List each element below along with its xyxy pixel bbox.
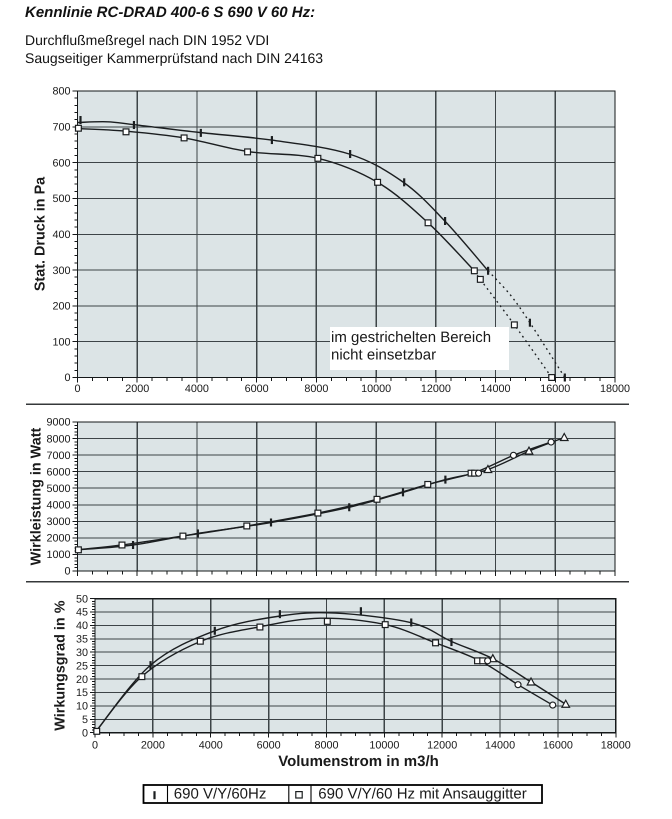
svg-text:40: 40	[76, 620, 88, 632]
svg-text:10: 10	[76, 701, 88, 713]
svg-text:Volumenstrom in m3/h: Volumenstrom in m3/h	[278, 753, 439, 770]
svg-text:600: 600	[52, 157, 70, 169]
svg-text:12000: 12000	[427, 740, 457, 752]
svg-text:6000: 6000	[257, 740, 281, 752]
svg-text:500: 500	[52, 193, 70, 205]
svg-text:800: 800	[52, 86, 70, 98]
svg-text:nicht einsetzbar: nicht einsetzbar	[331, 347, 436, 364]
svg-text:7000: 7000	[46, 450, 70, 462]
svg-text:18000: 18000	[601, 740, 631, 752]
svg-text:0: 0	[64, 566, 70, 578]
svg-text:0: 0	[92, 740, 98, 752]
svg-text:5: 5	[82, 714, 88, 726]
svg-text:400: 400	[52, 229, 70, 241]
svg-text:Stat. Druck in Pa: Stat. Druck in Pa	[33, 176, 49, 291]
svg-text:14000: 14000	[485, 740, 515, 752]
svg-text:9000: 9000	[46, 417, 70, 429]
svg-text:2000: 2000	[125, 383, 149, 395]
svg-text:30: 30	[76, 647, 88, 659]
svg-text:4000: 4000	[46, 499, 70, 511]
svg-text:6000: 6000	[245, 383, 269, 395]
svg-text:8000: 8000	[46, 433, 70, 445]
svg-text:14000: 14000	[481, 383, 511, 395]
svg-text:700: 700	[52, 122, 70, 134]
svg-text:2000: 2000	[141, 740, 165, 752]
svg-text:16000: 16000	[540, 383, 570, 395]
svg-text:6000: 6000	[46, 466, 70, 478]
svg-text:25: 25	[76, 660, 88, 672]
svg-text:3000: 3000	[46, 516, 70, 528]
svg-text:45: 45	[76, 607, 88, 619]
svg-text:300: 300	[52, 265, 70, 277]
svg-text:Wirkungsgrad in %: Wirkungsgrad in %	[52, 600, 68, 730]
svg-text:im gestrichelten Bereich: im gestrichelten Bereich	[331, 329, 491, 346]
svg-text:4000: 4000	[185, 383, 209, 395]
svg-text:1000: 1000	[46, 549, 70, 561]
svg-text:12000: 12000	[421, 383, 451, 395]
svg-text:0: 0	[74, 383, 80, 395]
svg-text:18000: 18000	[600, 383, 630, 395]
svg-text:4000: 4000	[199, 740, 223, 752]
svg-text:8000: 8000	[304, 383, 328, 395]
svg-text:10000: 10000	[361, 383, 391, 395]
svg-text:10000: 10000	[369, 740, 399, 752]
svg-text:690 V/Y/60Hz: 690 V/Y/60Hz	[174, 785, 267, 802]
svg-text:2000: 2000	[46, 533, 70, 545]
svg-text:0: 0	[82, 727, 88, 739]
svg-text:Wirkleistung in Watt: Wirkleistung in Watt	[29, 427, 45, 565]
svg-text:690 V/Y/60 Hz mit Ansauggitter: 690 V/Y/60 Hz mit Ansauggitter	[318, 785, 526, 802]
svg-text:8000: 8000	[314, 740, 338, 752]
svg-text:0: 0	[64, 372, 70, 384]
svg-text:100: 100	[52, 336, 70, 348]
svg-text:20: 20	[76, 674, 88, 686]
svg-text:35: 35	[76, 634, 88, 646]
svg-text:16000: 16000	[543, 740, 573, 752]
svg-text:50: 50	[76, 593, 88, 605]
svg-text:15: 15	[76, 687, 88, 699]
svg-text:200: 200	[52, 301, 70, 313]
svg-text:5000: 5000	[46, 483, 70, 495]
